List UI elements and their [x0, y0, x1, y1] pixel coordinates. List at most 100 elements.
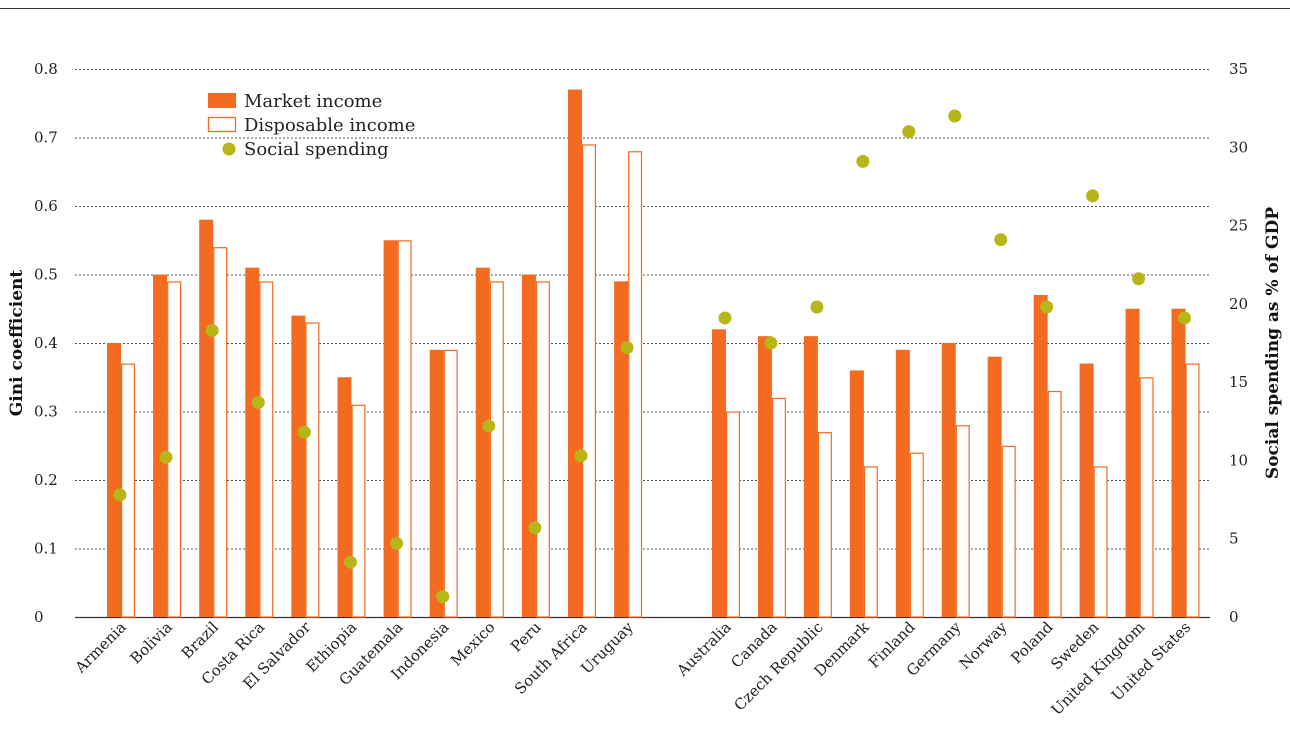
- social-spending-dots: [113, 109, 1191, 604]
- bar-market-income: [568, 89, 582, 618]
- bar-disposable-income: [1139, 377, 1154, 618]
- bars: [107, 89, 1200, 618]
- category-label: United States: [1108, 618, 1194, 704]
- left-tick-label: 0.3: [34, 403, 58, 421]
- dot-social-spending: [574, 449, 588, 463]
- right-tick-label: 35: [1229, 60, 1248, 78]
- bar-market-income: [757, 336, 772, 617]
- legend: Market income Disposable income Social s…: [207, 91, 415, 160]
- bar-market-income: [199, 219, 214, 617]
- dot-social-spending: [994, 233, 1008, 247]
- right-tick-label: 30: [1229, 138, 1248, 156]
- bar-disposable-income: [1185, 363, 1200, 618]
- right-axis-title: Social spending as % of GDP: [1263, 207, 1283, 479]
- bar-disposable-income: [817, 432, 832, 618]
- dot-social-spending: [1178, 311, 1191, 325]
- bar-disposable-income: [489, 281, 504, 618]
- bar-market-income: [1033, 295, 1048, 617]
- left-axis-title: Gini coefficient: [7, 270, 27, 417]
- bar-market-income: [849, 370, 864, 617]
- bar-disposable-income: [771, 397, 786, 618]
- dot-social-spending: [620, 341, 634, 355]
- bar-disposable-income: [909, 452, 924, 618]
- bar-disposable-income: [167, 281, 182, 618]
- dot-social-spending: [344, 555, 357, 569]
- dot-social-spending: [856, 154, 870, 168]
- right-tick-label: 0: [1229, 608, 1239, 626]
- dot-social-spending: [948, 109, 962, 123]
- bar-disposable-income: [955, 425, 970, 618]
- bar-market-income: [429, 349, 444, 617]
- bar-disposable-income: [863, 466, 878, 618]
- dot-social-spending: [764, 336, 778, 350]
- bar-disposable-income: [351, 404, 366, 618]
- category-label: Australia: [673, 618, 735, 680]
- bar-disposable-income: [1001, 445, 1016, 618]
- dot-social-spending: [482, 419, 496, 433]
- right-tick-label: 10: [1229, 451, 1248, 469]
- dot-social-spending: [1132, 272, 1146, 286]
- right-tick-label: 5: [1229, 530, 1239, 548]
- bar-market-income: [107, 343, 121, 617]
- bar-market-income: [803, 336, 818, 617]
- dot-social-spending: [1040, 300, 1054, 314]
- bar-market-income: [291, 315, 306, 617]
- bar-disposable-income: [725, 411, 740, 618]
- bar-disposable-income: [628, 151, 643, 618]
- bar-market-income: [895, 349, 910, 617]
- category-label: Armenia: [71, 618, 130, 677]
- dot-social-spending: [810, 300, 824, 314]
- dot-social-spending: [718, 311, 732, 325]
- bar-disposable-income: [213, 247, 228, 618]
- category-label: Brazil: [178, 618, 222, 662]
- bar-market-income: [614, 281, 629, 617]
- legend-market-income-label: Market income: [244, 91, 382, 112]
- bar-market-income: [712, 329, 726, 617]
- legend-disposable-income-label: Disposable income: [244, 115, 415, 136]
- bar-disposable-income: [581, 144, 596, 618]
- bar-market-income: [941, 343, 956, 617]
- left-tick-label: 0: [34, 608, 44, 626]
- dot-social-spending: [159, 450, 173, 464]
- bar-disposable-income: [1047, 390, 1062, 618]
- dot-social-spending: [113, 488, 127, 502]
- bar-market-income: [521, 274, 536, 617]
- dot-social-spending: [528, 521, 542, 535]
- right-tick-label: 15: [1229, 373, 1248, 391]
- right-tick-label: 20: [1229, 295, 1248, 313]
- legend-market-income-swatch: [208, 93, 236, 108]
- bar-market-income: [153, 274, 168, 617]
- legend-social-spending-marker: [222, 142, 236, 156]
- left-tick-label: 0.5: [34, 266, 58, 284]
- legend-social-spending-label: Social spending: [244, 139, 389, 160]
- bar-market-income: [1125, 308, 1140, 617]
- left-axis-ticks: 0 0.1 0.2 0.3 0.4 0.5 0.6 0.7 0.8: [34, 60, 58, 626]
- bar-disposable-income: [259, 281, 274, 618]
- dot-social-spending: [390, 536, 404, 550]
- left-tick-label: 0.2: [34, 471, 58, 489]
- dot-social-spending: [297, 425, 311, 439]
- bar-market-income: [245, 267, 260, 617]
- bar-disposable-income: [443, 349, 458, 618]
- category-label: Bolivia: [127, 618, 176, 667]
- bar-market-income: [383, 240, 398, 617]
- category-label: Norway: [956, 618, 1011, 673]
- legend-disposable-income-swatch: [207, 116, 237, 133]
- left-tick-label: 0.6: [34, 197, 58, 215]
- bar-market-income: [337, 377, 352, 617]
- bar-disposable-income: [535, 281, 550, 618]
- right-axis-ticks: 0 5 10 15 20 25 30 35: [1229, 60, 1248, 626]
- dot-social-spending: [902, 125, 916, 139]
- bar-market-income: [475, 267, 490, 617]
- dot-social-spending: [436, 590, 450, 604]
- bar-disposable-income: [305, 322, 320, 618]
- dot-social-spending: [205, 323, 219, 337]
- bar-market-income: [987, 356, 1002, 617]
- category-label: Mexico: [447, 618, 499, 670]
- right-tick-label: 25: [1229, 217, 1248, 235]
- left-tick-label: 0.7: [34, 129, 58, 147]
- bar-disposable-income: [1093, 466, 1108, 618]
- dot-social-spending: [251, 395, 265, 409]
